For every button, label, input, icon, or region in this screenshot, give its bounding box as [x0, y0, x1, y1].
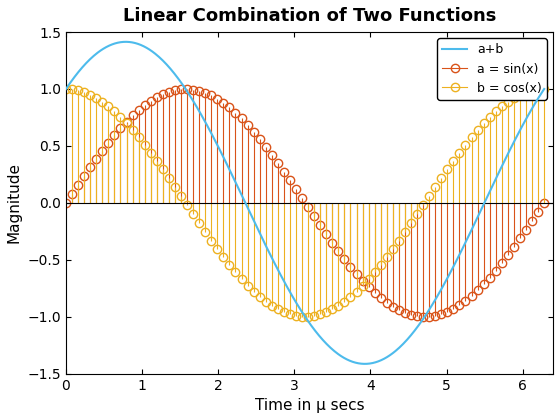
X-axis label: Time in μ secs: Time in μ secs — [255, 398, 365, 413]
Y-axis label: Magnitude: Magnitude — [7, 163, 22, 243]
Title: Linear Combination of Two Functions: Linear Combination of Two Functions — [123, 7, 496, 25]
Legend: a+b, a = sin(x), b = cos(x): a+b, a = sin(x), b = cos(x) — [437, 38, 547, 100]
